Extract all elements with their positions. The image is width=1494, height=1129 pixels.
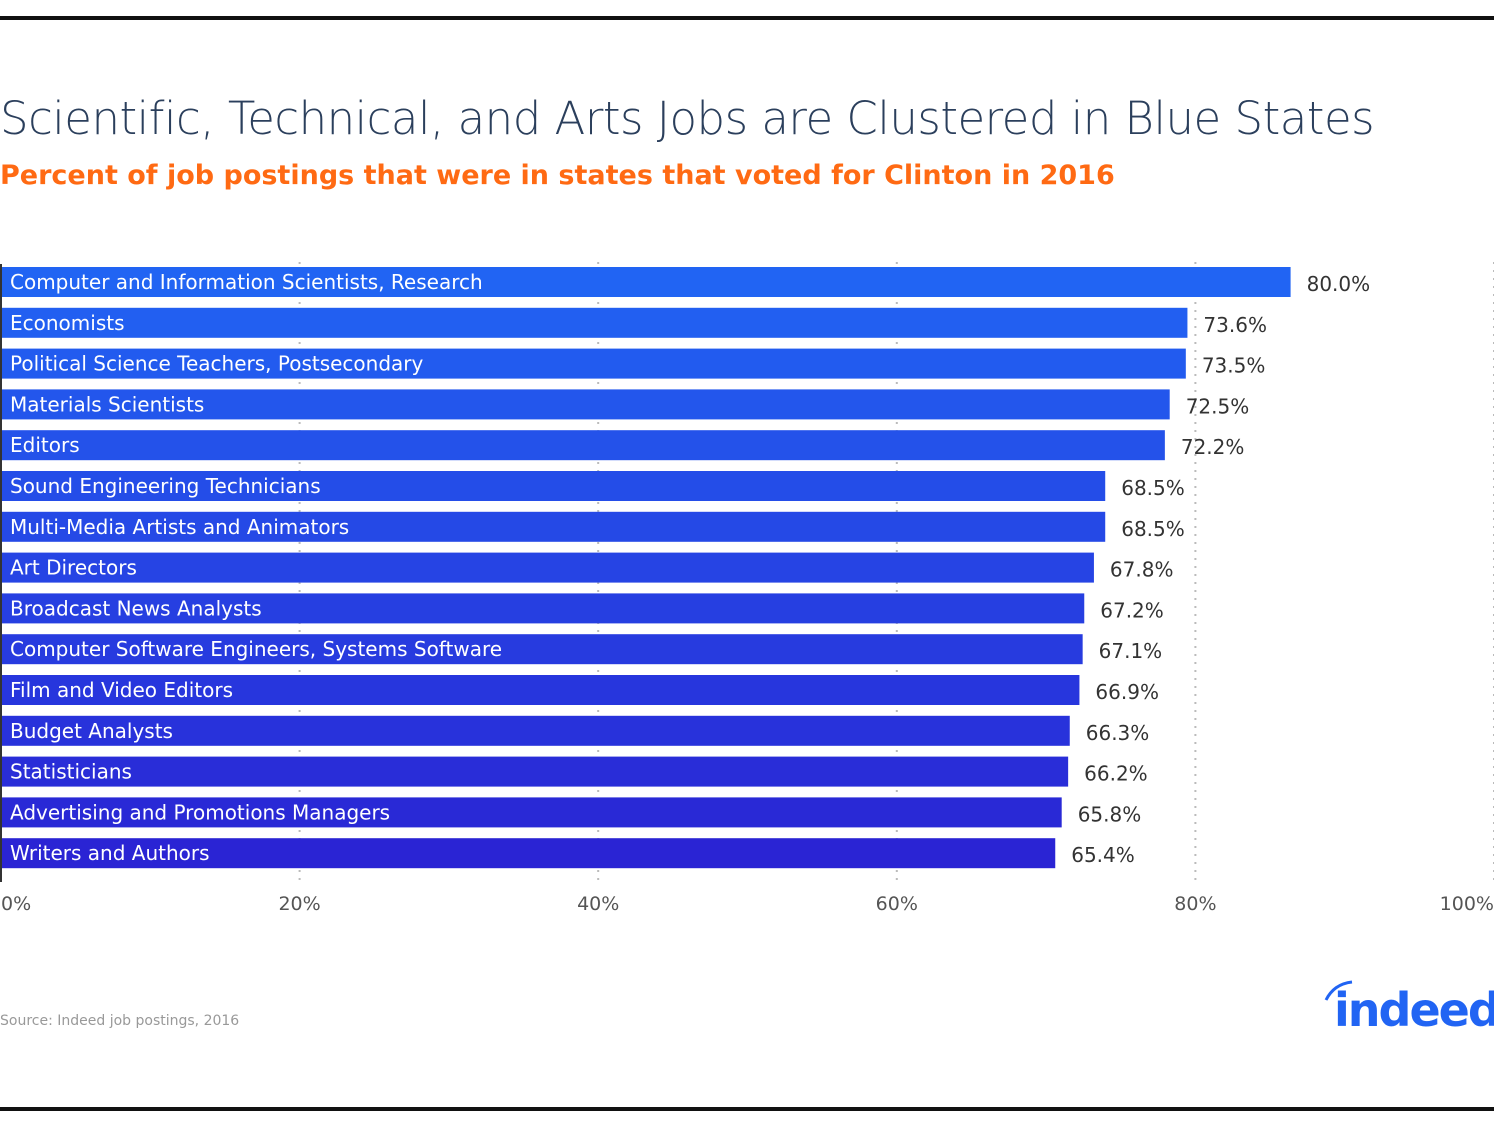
bar-value-label: 66.2% [1084, 762, 1148, 786]
bar-category-label: Political Science Teachers, Postsecondar… [10, 352, 424, 376]
bar-value-label: 67.1% [1099, 639, 1163, 663]
chart-title: Scientific, Technical, and Arts Jobs are… [0, 92, 1375, 145]
bar-category-label: Statisticians [10, 760, 132, 784]
source-note: Source: Indeed job postings, 2016 [0, 1013, 240, 1029]
bar [1, 389, 1170, 420]
bar-value-label: 72.2% [1181, 435, 1245, 459]
bar-category-label: Editors [10, 433, 80, 457]
bar-category-label: Broadcast News Analysts [10, 596, 262, 620]
bar-value-label: 73.6% [1203, 313, 1267, 337]
bar-value-label: 66.9% [1095, 680, 1159, 704]
bar [1, 307, 1188, 338]
bar [1, 797, 1062, 828]
x-tick-label: 40% [577, 893, 619, 915]
bar [1, 593, 1085, 624]
bar-category-label: Computer Software Engineers, Systems Sof… [10, 637, 502, 661]
bar-category-label: Sound Engineering Technicians [10, 474, 321, 498]
x-tick-label: 20% [278, 893, 320, 915]
bar [1, 348, 1186, 379]
svg-text:indeed: indeed [1334, 983, 1494, 1030]
bottom-rule [0, 1107, 1494, 1111]
bar-value-label: 73.5% [1202, 354, 1266, 378]
bar [1, 430, 1165, 461]
bar-category-label: Economists [10, 311, 125, 335]
bar [1, 756, 1069, 787]
chart-subtitle: Percent of job postings that were in sta… [0, 160, 1115, 191]
bar-value-label: 65.4% [1071, 843, 1135, 867]
bar [1, 838, 1056, 869]
bar [1, 552, 1094, 583]
bar [1, 675, 1080, 705]
x-tick-label: 100% [1440, 893, 1494, 915]
bar-value-label: 68.5% [1121, 476, 1185, 500]
bar-value-label: 67.8% [1110, 558, 1174, 582]
bar-value-label: 72.5% [1186, 394, 1250, 418]
bar [1, 715, 1070, 746]
bar-chart: 0% 20% 40% 60% 80% 100% Computer and Informati… [0, 262, 1494, 915]
x-tick-label: 60% [876, 893, 918, 915]
bar [1, 511, 1106, 542]
indeed-logo: indeed [1324, 980, 1494, 1030]
bar-category-label: Art Directors [10, 556, 137, 580]
bar-value-label: 66.3% [1086, 721, 1150, 745]
bar-value-label: 80.0% [1307, 272, 1371, 296]
bar-category-label: Materials Scientists [10, 392, 204, 416]
bar [1, 634, 1083, 665]
bar-category-label: Advertising and Promotions Managers [10, 800, 390, 824]
x-tick-label: 80% [1174, 893, 1216, 915]
x-tick-label: 0% [1, 893, 31, 915]
bar [1, 267, 1291, 297]
bar-value-label: 67.2% [1100, 598, 1164, 622]
bar-category-label: Writers and Authors [10, 841, 210, 865]
bar-category-label: Computer and Information Scientists, Res… [10, 270, 483, 294]
bar-category-label: Multi-Media Artists and Animators [10, 515, 349, 539]
bar-value-label: 68.5% [1121, 517, 1185, 541]
top-rule [0, 16, 1494, 20]
bar-category-label: Film and Video Editors [10, 678, 233, 702]
bar-category-label: Budget Analysts [10, 719, 173, 743]
bar [1, 471, 1106, 501]
bar-value-label: 65.8% [1078, 802, 1142, 826]
